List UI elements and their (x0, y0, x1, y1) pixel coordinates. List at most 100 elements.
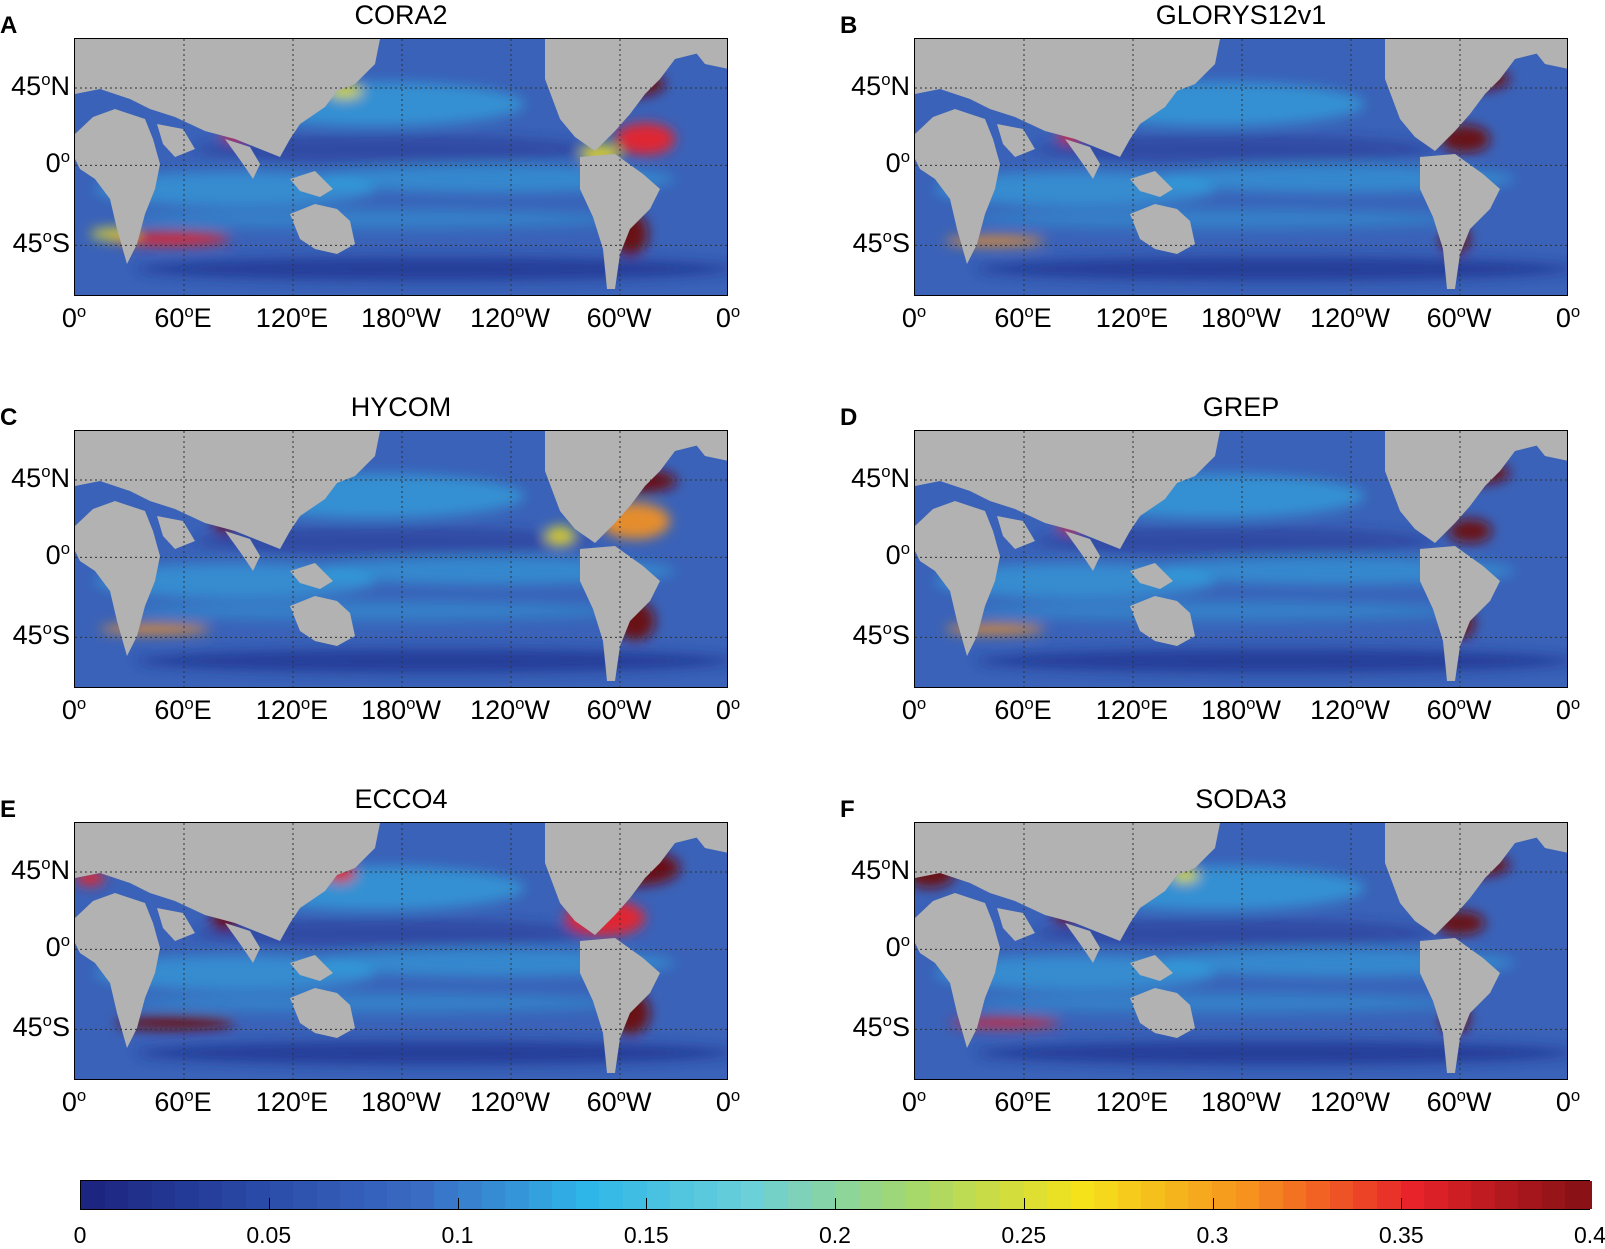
x-tick-label: 0o (19, 1086, 129, 1118)
land-mask (1420, 938, 1500, 1073)
colorbar-cell (245, 1181, 273, 1209)
colorbar-cell (929, 1181, 956, 1209)
colorbar-cell (952, 1181, 980, 1209)
y-tick-label: 45oN (0, 854, 70, 886)
x-tick-label: 180oW (346, 694, 456, 726)
y-tick-label: 0o (840, 147, 910, 179)
colorbar-cell (222, 1181, 249, 1209)
x-tick-label: 60oW (1404, 302, 1514, 334)
colorbar-cell (1070, 1181, 1098, 1209)
x-tick-label: 180oW (1186, 302, 1296, 334)
x-tick-part: o (1570, 302, 1581, 321)
x-tick-part: 60 (1426, 695, 1457, 725)
field-band (125, 209, 625, 229)
x-tick-part: 60 (154, 303, 185, 333)
land-mask (545, 39, 727, 151)
x-tick-part: o (730, 1086, 741, 1105)
x-tick-part: o (184, 694, 194, 713)
x-tick-part: W (625, 303, 652, 333)
y-tick-part: 0 (45, 540, 61, 571)
colorbar-cell (858, 1181, 886, 1209)
y-tick-part: o (41, 70, 51, 90)
land-mask (1385, 431, 1567, 543)
x-tick-part: 120 (1310, 303, 1356, 333)
x-tick-part: o (616, 302, 626, 321)
x-tick-part: W (415, 1087, 441, 1117)
heatmap-svg (75, 823, 727, 1079)
field-anomaly (545, 526, 575, 546)
colorbar-tick-mark (835, 1198, 836, 1210)
colorbar-cell (811, 1181, 839, 1209)
x-tick-part: o (406, 694, 416, 713)
land-mask (1130, 955, 1173, 981)
x-tick-label: 60oW (564, 694, 674, 726)
heatmap-plot (914, 38, 1568, 296)
y-tick-part: 0 (45, 932, 61, 963)
land-mask (290, 596, 355, 646)
colorbar-cell (151, 1181, 179, 1209)
land-mask (685, 431, 727, 461)
colorbar-cell (458, 1181, 485, 1209)
x-tick-label: 120oE (237, 694, 347, 726)
heatmap-plot (914, 430, 1568, 688)
colorbar-cell (999, 1181, 1027, 1209)
x-tick-label: 60oE (968, 694, 1078, 726)
y-tick-label: 45oS (0, 619, 70, 651)
colorbar-cell (905, 1181, 933, 1209)
x-tick-part: 120 (1095, 695, 1141, 725)
panel-title: ECCO4 (354, 784, 448, 814)
x-tick-part: o (1140, 694, 1151, 713)
colorbar-cell (646, 1181, 674, 1209)
x-tick-label: 120oW (1295, 302, 1405, 334)
colorbar-cell (1306, 1181, 1333, 1209)
field-band (1035, 919, 1435, 947)
x-tick-label: 120oW (1295, 694, 1405, 726)
field-band (125, 601, 625, 621)
y-tick-part: o (881, 854, 891, 874)
x-tick-part: 0 (715, 303, 731, 333)
x-tick-part: W (415, 695, 441, 725)
x-tick-part: o (76, 1086, 87, 1105)
x-tick-part: 0 (61, 695, 77, 725)
colorbar-cell (835, 1181, 862, 1209)
land-mask (75, 431, 380, 549)
colorbar-tick-mark (268, 1198, 270, 1210)
x-tick-part: W (524, 303, 550, 333)
x-tick-part: 120 (1310, 695, 1356, 725)
y-tick-part: 45 (852, 620, 883, 651)
x-tick-part: 180 (1201, 1087, 1247, 1117)
land-mask (1130, 563, 1173, 589)
x-tick-part: 0 (61, 1087, 77, 1117)
field-anomaly (100, 624, 210, 634)
x-tick-label: 120oW (455, 694, 565, 726)
colorbar-cell (1259, 1181, 1286, 1209)
x-tick-part: 120 (470, 303, 516, 333)
x-tick-part: 120 (470, 1087, 516, 1117)
colorbar-cell (1141, 1181, 1168, 1209)
colorbar-cell (1117, 1181, 1145, 1209)
x-tick-part: 60 (586, 695, 617, 725)
colorbar-cell (505, 1181, 532, 1209)
land-mask (545, 823, 727, 935)
land-mask (290, 988, 355, 1038)
y-tick-part: o (42, 619, 52, 639)
field-band (965, 993, 1465, 1013)
colorbar-tick-label: 0.05 (246, 1222, 292, 1248)
x-tick-part: W (1364, 303, 1390, 333)
x-tick-label: 120oW (455, 1086, 565, 1118)
colorbar-cell (1376, 1181, 1404, 1209)
y-tick-part: N (50, 71, 71, 102)
x-tick-part: E (1033, 1087, 1052, 1117)
y-tick-part: S (891, 228, 910, 259)
colorbar-cell (387, 1181, 414, 1209)
field-anomaly (615, 123, 675, 155)
x-tick-label: 0o (859, 694, 969, 726)
x-tick-part: 120 (255, 1087, 301, 1117)
colorbar-cell (1447, 1181, 1475, 1209)
x-tick-label: 0o (1513, 302, 1605, 334)
heatmap-plot (74, 38, 728, 296)
x-tick-part: E (193, 695, 212, 725)
x-tick-part: 0 (715, 695, 731, 725)
colorbar-cell (128, 1181, 155, 1209)
field-band (195, 527, 595, 555)
